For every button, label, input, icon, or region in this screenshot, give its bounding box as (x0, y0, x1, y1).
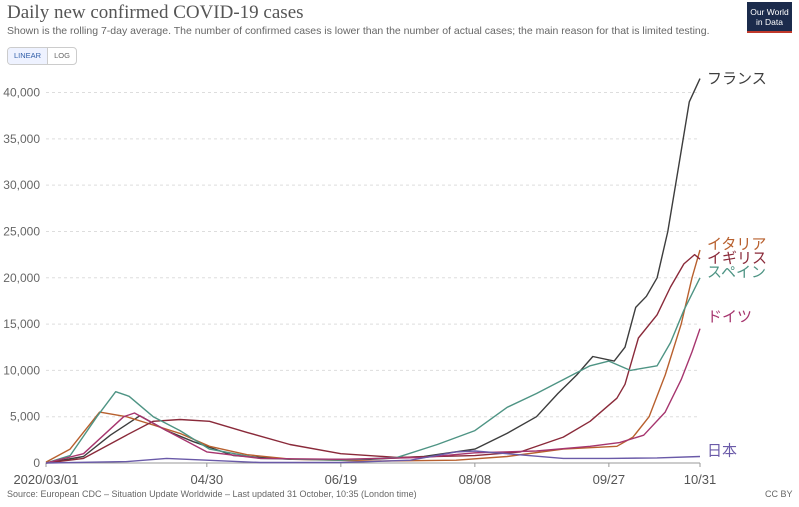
y-tick-label: 40,000 (3, 86, 40, 100)
chart-subtitle: Shown is the rolling 7-day average. The … (7, 25, 710, 37)
series-lines (45, 78, 701, 464)
series-line (45, 277, 701, 464)
y-grid (46, 92, 700, 418)
x-tick-label: 06/19 (325, 472, 358, 487)
series-label: フランス (707, 70, 767, 88)
y-tick-label: 25,000 (3, 224, 40, 238)
y-tick-label: 15,000 (3, 317, 40, 331)
y-tick-label: 30,000 (3, 178, 40, 192)
source-note: Source: European CDC – Situation Update … (7, 489, 417, 499)
x-tick-label: 2020/03/01 (13, 472, 78, 487)
series-line (45, 328, 701, 464)
x-tick-label: 08/08 (459, 472, 492, 487)
series-label: スペイン (707, 263, 766, 281)
linear-scale-button[interactable]: LINEAR (8, 48, 49, 64)
y-tick-label: 5,000 (10, 410, 40, 424)
series-label: 日本 (707, 442, 737, 460)
y-tick-label: 10,000 (3, 363, 40, 377)
y-tick-label: 35,000 (3, 132, 40, 146)
series-line (45, 253, 701, 464)
series-label: ドイツ (707, 308, 752, 326)
scale-toggle: LINEAR LOG (7, 47, 77, 65)
license-link[interactable]: CC BY (765, 489, 793, 499)
x-tick-label: 09/27 (593, 472, 626, 487)
x-tick-label: 04/30 (191, 472, 224, 487)
y-axis: 0 5,000 10,000 15,000 20,000 25,000 30,000 35,0… (3, 86, 40, 470)
series-line (45, 450, 701, 464)
x-tick-label: 10/31 (684, 472, 717, 487)
series-line (45, 78, 701, 464)
series-line (45, 249, 701, 463)
y-tick-label: 20,000 (3, 271, 40, 285)
log-scale-button[interactable]: LOG (54, 51, 70, 60)
owid-logo[interactable]: Our World in Data (747, 2, 792, 33)
x-axis: 2020/03/01 04/30 06/19 08/08 09/27 10/31 (13, 462, 717, 487)
series-label: イギリス (707, 249, 767, 267)
logo-line-1: Our World (750, 6, 789, 17)
logo-line-2: in Data (756, 16, 783, 27)
series-label: イタリア (707, 235, 766, 253)
y-tick-label: 0 (33, 456, 40, 470)
chart-title: Daily new confirmed COVID-19 cases (7, 2, 304, 23)
